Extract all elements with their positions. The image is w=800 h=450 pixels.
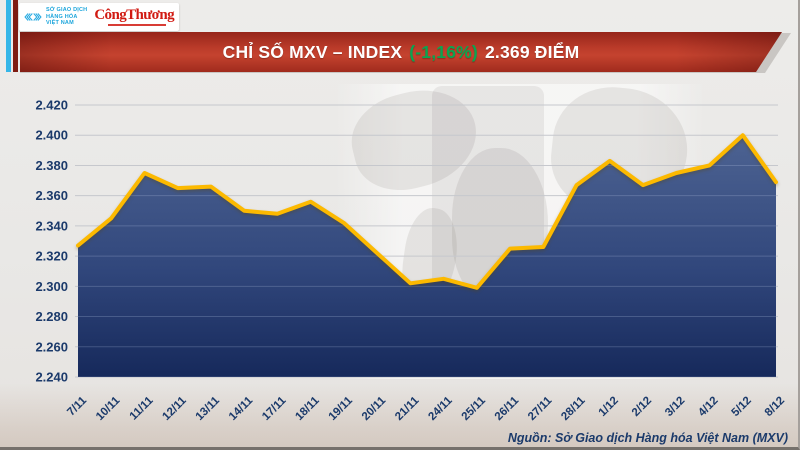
x-tick-label: 11/11	[128, 394, 156, 422]
y-tick-label: 2.320	[35, 249, 68, 264]
index-line	[76, 133, 778, 290]
y-tick-label: 2.360	[35, 188, 68, 203]
banner-title: CHỈ SỐ MXV – INDEX	[222, 41, 403, 62]
newspaper-logo: CôngThương	[94, 7, 175, 26]
accent-stripe-maroon	[13, 0, 18, 72]
x-tick-label: 4/12	[696, 395, 720, 419]
y-tick-label: 2.380	[35, 158, 68, 173]
x-tick-label: 7/11	[65, 394, 89, 418]
x-tick-label: 18/11	[293, 394, 322, 423]
x-tick-label: 26/11	[493, 394, 522, 423]
y-tick-label: 2.340	[35, 218, 68, 233]
title-banner: CHỈ SỐ MXV – INDEX (-1,16%) 2.369 ĐIỂM	[20, 32, 782, 72]
x-tick-label: 28/11	[559, 394, 588, 423]
newspaper-logo-text: CôngThương	[94, 7, 174, 23]
x-tick-label: 27/11	[526, 394, 555, 423]
x-tick-label: 10/11	[94, 394, 123, 423]
x-tick-label: 19/11	[327, 394, 356, 423]
exchange-name-line: HÀNG HÓA	[46, 13, 78, 20]
newspaper-logo-rule	[108, 24, 167, 26]
x-tick-label: 2/12	[630, 395, 654, 419]
x-tick-label: 8/12	[763, 395, 787, 419]
x-tick-label: 21/11	[393, 394, 422, 423]
x-tick-label: 13/11	[194, 394, 223, 423]
mxv-logo-icon	[24, 13, 42, 21]
x-tick-label: 17/11	[260, 394, 289, 423]
source-note: Nguồn: Sở Giao dịch Hàng hóa Việt Nam (M…	[507, 431, 788, 445]
y-tick-label: 2.420	[35, 98, 68, 113]
x-tick-label: 5/12	[730, 395, 754, 419]
logo-plate: SỞ GIAO DỊCH HÀNG HÓA VIỆT NAM CôngThươn…	[19, 3, 179, 31]
change-percent: (-1,16%)	[409, 41, 478, 62]
accent-stripe-cyan	[6, 0, 11, 72]
x-tick-label: 24/11	[426, 394, 455, 423]
x-axis-labels: 7/11 10/11 11/11 12/11 13/11 14/11 17/11 18/11 1…	[65, 394, 787, 423]
x-tick-label: 3/12	[663, 395, 687, 419]
index-value: 2.369 ĐIỂM	[484, 41, 580, 62]
x-tick-label: 1/12	[597, 395, 621, 419]
x-tick-label: 12/11	[160, 394, 189, 423]
index-area-fill	[78, 135, 776, 377]
y-tick-label: 2.280	[35, 309, 68, 324]
y-axis-labels: 2.240 2.260 2.280 2.300 2.320 2.340 2.360 2.380…	[35, 98, 68, 385]
x-tick-label: 20/11	[360, 394, 389, 423]
x-tick-label: 14/11	[227, 394, 256, 423]
y-tick-label: 2.240	[35, 370, 68, 385]
y-tick-label: 2.260	[35, 339, 68, 354]
y-tick-label: 2.400	[35, 128, 68, 143]
exchange-name-line: SỞ GIAO DỊCH	[46, 7, 88, 14]
exchange-name: SỞ GIAO DỊCH HÀNG HÓA VIỆT NAM	[46, 7, 87, 27]
exchange-name-line: VIỆT NAM	[46, 20, 74, 27]
y-tick-label: 2.300	[35, 279, 68, 294]
x-tick-label: 25/11	[460, 394, 489, 423]
